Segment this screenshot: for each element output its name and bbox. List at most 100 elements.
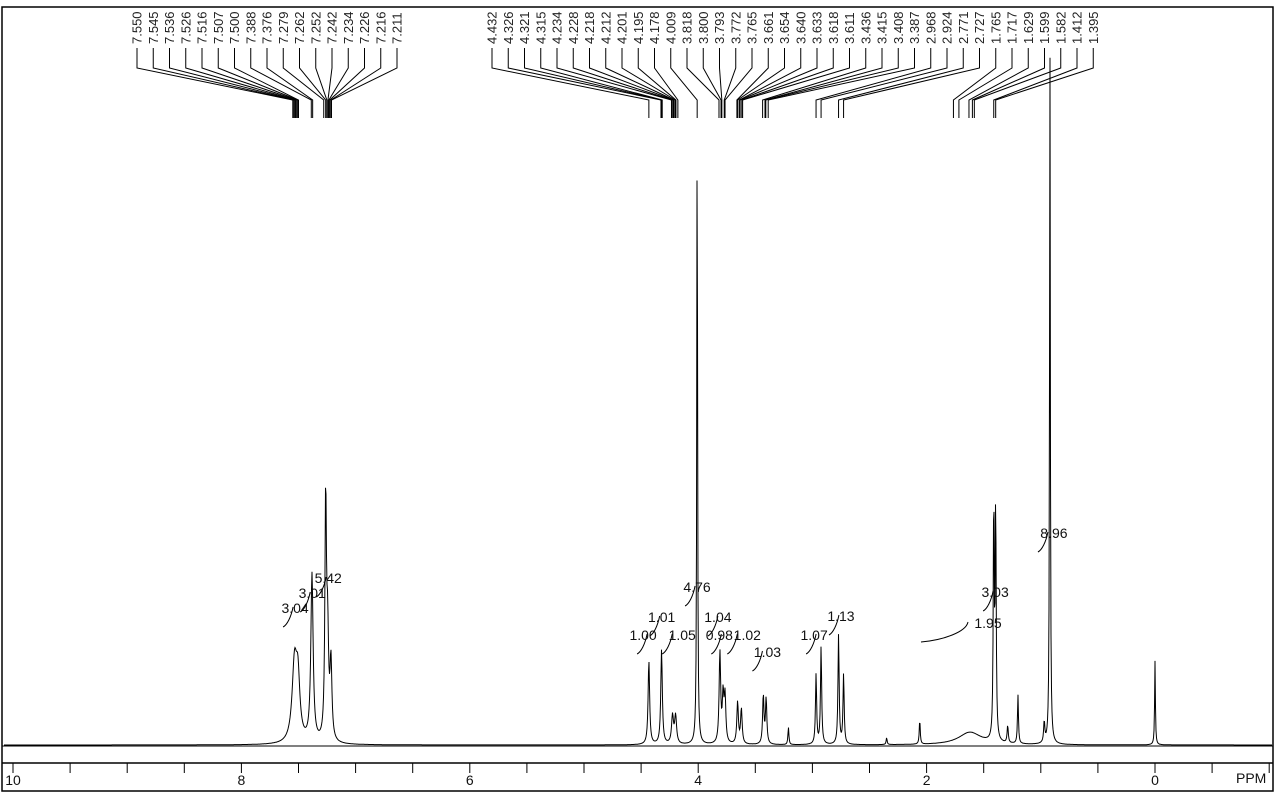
peak-label: 1.629 (1021, 11, 1036, 44)
peak-leader-line (765, 48, 899, 118)
peak-leader-line (282, 48, 325, 118)
peak-label: 4.178 (647, 11, 662, 44)
peak-leader-line (556, 48, 672, 118)
peak-label: 3.772 (728, 11, 743, 44)
peak-label: 1.717 (1005, 11, 1020, 44)
peak-label: 7.516 (195, 11, 210, 44)
peak-leader-line (605, 48, 675, 118)
peak-leader-line (995, 48, 1094, 118)
x-axis-ticks: 10 8 6 4 2 0 (5, 763, 1270, 788)
peak-label: 3.793 (712, 11, 727, 44)
peak-label: 1.395 (1086, 11, 1101, 44)
peak-leader-line (201, 48, 298, 118)
peak-leader-line (968, 48, 1029, 118)
integral-label: 3.01 (299, 585, 326, 601)
peak-leader-line (540, 48, 663, 118)
peak-label: 1.412 (1070, 11, 1085, 44)
peak-label: 4.234 (550, 11, 565, 44)
peak-label: 3.661 (761, 11, 776, 44)
peak-leader-line (838, 48, 964, 118)
integral-label: 1.07 (800, 627, 827, 643)
peak-leader-line (764, 48, 883, 118)
integral-label: 5.42 (315, 570, 342, 586)
peak-leader-line (507, 48, 662, 118)
integral-label: 1.04 (704, 609, 731, 625)
peak-leader-line (741, 48, 834, 118)
peak-leader-line (815, 48, 932, 118)
spectrum-line (4, 57, 1272, 746)
peak-leader-line (299, 48, 327, 118)
peak-label: 7.211 (390, 12, 405, 44)
peak-label: 3.654 (777, 11, 792, 44)
peak-label: 3.436 (858, 11, 873, 44)
integral-curve (315, 576, 327, 598)
peak-leader-line (654, 48, 679, 118)
peak-label: 4.432 (485, 11, 500, 44)
peak-label: 3.408 (891, 11, 906, 44)
peak-leader-line (327, 48, 333, 118)
integral-curve (920, 621, 969, 643)
integral-curve (649, 615, 661, 637)
peak-label: 1.765 (988, 11, 1003, 44)
peak-label: 7.526 (178, 11, 193, 44)
peak-leader-line (702, 48, 722, 118)
peak-label: 4.218 (582, 11, 597, 44)
x-axis-label: PPM (1236, 770, 1266, 786)
peak-leader-line (234, 48, 299, 118)
peak-label: 4.201 (615, 11, 630, 44)
peak-label: 2.924 (940, 11, 955, 44)
peak-label: 4.009 (663, 11, 678, 44)
integral-curve (1037, 531, 1049, 553)
peak-label: 3.640 (793, 11, 808, 44)
x-tick-label: 4 (694, 772, 702, 788)
peak-label: 7.388 (243, 11, 258, 44)
x-tick-label: 0 (1151, 772, 1159, 788)
integral-curve (661, 633, 673, 655)
peak-leader-line (330, 48, 382, 118)
x-tick-label: 8 (238, 772, 246, 788)
integral-label: 1.00 (629, 627, 656, 643)
peak-label: 7.262 (292, 11, 307, 44)
peak-leader-line (572, 48, 673, 118)
peak-label: 4.321 (517, 11, 532, 44)
peak-leader-line (738, 48, 802, 118)
peak-leader-line (686, 48, 720, 118)
integral-label: 1.13 (827, 608, 854, 624)
integral-label: 0.98 (706, 627, 733, 643)
peak-leader-line (767, 48, 915, 118)
peak-leader-line (491, 48, 650, 118)
x-tick-label: 2 (923, 772, 931, 788)
peak-leader-line (621, 48, 676, 118)
peak-leader-line (742, 48, 850, 118)
peak-leader-line (169, 48, 295, 118)
integrals: 3.043.015.42 4.76 1.01 1.00 1.05 1.04 0.98 1.02… (281, 525, 1068, 672)
peak-leader-line (973, 48, 1062, 118)
peak-leader-line (637, 48, 677, 118)
integral-label: 4.76 (683, 579, 710, 595)
peak-leader-line (266, 48, 314, 118)
peak-label: 1.599 (1037, 11, 1052, 44)
peak-label: 3.633 (810, 11, 825, 44)
peak-label: 4.315 (533, 11, 548, 44)
peak-leader-line (737, 48, 785, 118)
peak-label: 3.800 (696, 11, 711, 44)
peak-leader-line (328, 48, 349, 118)
peak-label: 4.228 (566, 11, 581, 44)
peak-leader-line (152, 48, 294, 118)
peak-label: 1.582 (1053, 11, 1068, 44)
integral-label: 1.02 (734, 627, 761, 643)
peak-label: 7.536 (162, 11, 177, 44)
peak-label: 4.195 (631, 11, 646, 44)
integral-curve (636, 633, 648, 655)
peak-label: 4.212 (598, 11, 613, 44)
peak-leader-line (971, 48, 1045, 118)
peak-leader-line (136, 48, 294, 118)
peak-label: 7.507 (211, 11, 226, 44)
peak-leader-line (250, 48, 312, 118)
peak-label: 7.252 (308, 11, 323, 44)
peak-label: 7.545 (146, 11, 161, 44)
peak-label: 7.242 (325, 11, 340, 44)
peak-label: 2.727 (972, 11, 987, 44)
peak-label: 7.226 (357, 11, 372, 44)
